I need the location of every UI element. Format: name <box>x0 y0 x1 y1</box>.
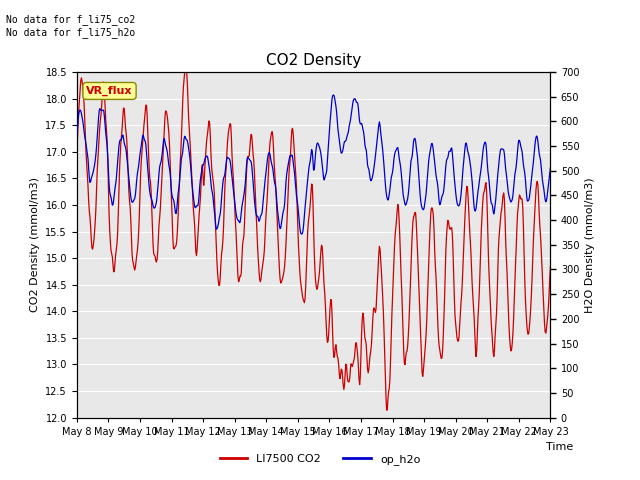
Y-axis label: CO2 Density (mmol/m3): CO2 Density (mmol/m3) <box>30 177 40 312</box>
Title: CO2 Density: CO2 Density <box>266 53 361 68</box>
X-axis label: Time: Time <box>547 442 573 452</box>
Text: No data for f_li75_co2
No data for f_li75_h2o: No data for f_li75_co2 No data for f_li7… <box>6 14 136 38</box>
Legend: LI7500 CO2, op_h2o: LI7500 CO2, op_h2o <box>215 450 425 469</box>
Y-axis label: H2O Density (mmol/m3): H2O Density (mmol/m3) <box>585 177 595 312</box>
Text: VR_flux: VR_flux <box>86 86 132 96</box>
